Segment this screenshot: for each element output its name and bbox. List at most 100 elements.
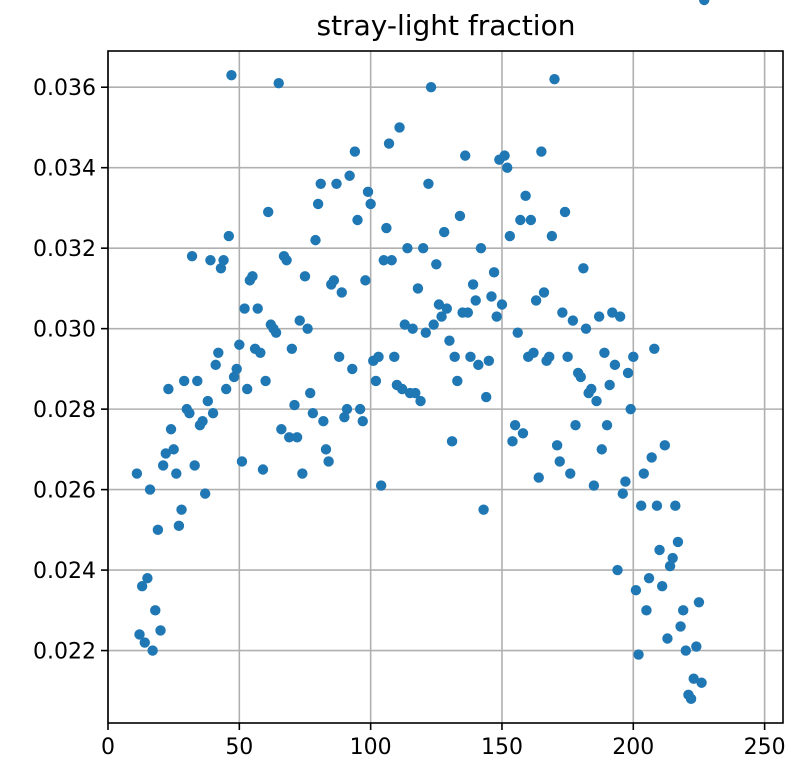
data-point — [202, 395, 214, 407]
x-tick-label: 150 — [481, 735, 523, 760]
y-tick-label: 0.022 — [33, 640, 96, 665]
data-point — [612, 564, 623, 576]
data-point — [651, 500, 663, 511]
data-point — [328, 275, 340, 286]
data-point — [496, 299, 508, 310]
data-point — [354, 403, 366, 415]
data-point — [291, 432, 303, 443]
data-point — [646, 452, 657, 463]
x-tick-label: 50 — [225, 735, 253, 760]
data-point — [199, 488, 211, 499]
data-point — [305, 387, 316, 399]
data-point — [438, 226, 450, 238]
data-point — [620, 476, 631, 487]
data-point — [622, 367, 634, 379]
data-point — [515, 214, 526, 226]
grid-layer — [107, 51, 783, 723]
data-point — [699, 0, 710, 6]
data-point — [672, 536, 684, 548]
data-point — [617, 488, 628, 499]
data-point — [134, 629, 145, 640]
data-point — [638, 468, 649, 479]
data-point — [428, 319, 439, 330]
data-point — [236, 456, 248, 467]
data-point — [178, 375, 190, 387]
data-point — [205, 255, 216, 266]
data-point — [220, 383, 232, 395]
data-point — [664, 560, 676, 572]
data-point — [223, 230, 235, 242]
x-tick-label: 100 — [350, 735, 392, 760]
data-point — [475, 242, 487, 254]
data-point — [693, 597, 705, 608]
data-point — [452, 375, 463, 387]
data-point — [339, 411, 350, 423]
data-point — [260, 375, 271, 387]
x-tick-label: 200 — [612, 735, 654, 760]
data-point — [512, 327, 523, 338]
data-point — [139, 637, 150, 648]
data-point — [357, 416, 368, 427]
data-point — [530, 295, 542, 306]
data-point — [436, 311, 447, 322]
data-point — [307, 407, 319, 419]
data-point — [402, 242, 413, 254]
data-point — [467, 279, 479, 290]
data-point — [263, 206, 274, 218]
data-point — [299, 271, 311, 282]
data-point — [242, 383, 253, 395]
data-point — [142, 572, 153, 584]
data-point — [588, 480, 600, 491]
data-point — [252, 303, 263, 314]
y-tick-label: 0.028 — [33, 398, 96, 423]
y-tick-label: 0.030 — [33, 318, 96, 343]
data-point — [415, 395, 426, 407]
data-point — [210, 359, 221, 371]
data-point — [173, 520, 185, 532]
data-point — [567, 315, 579, 326]
data-point — [696, 677, 707, 688]
data-point — [520, 190, 531, 202]
data-point — [604, 379, 615, 391]
data-point — [659, 440, 671, 451]
data-point — [675, 621, 686, 632]
data-point — [399, 319, 410, 330]
data-point — [331, 178, 342, 189]
data-point — [239, 303, 250, 314]
data-point — [333, 351, 345, 363]
data-point — [643, 572, 655, 584]
data-point — [596, 444, 607, 455]
data-point — [312, 198, 324, 210]
data-point — [213, 347, 224, 358]
data-point — [197, 416, 208, 427]
data-point — [549, 73, 560, 85]
data-point — [641, 605, 652, 616]
data-point — [544, 351, 555, 363]
data-point — [341, 403, 353, 415]
data-point — [281, 255, 292, 266]
data-point — [465, 351, 476, 363]
data-point — [420, 327, 432, 338]
x-axis: 0 50 100 150 200 250 — [101, 723, 786, 760]
data-point — [378, 255, 389, 266]
data-point — [633, 649, 644, 660]
data-point — [486, 291, 497, 302]
data-point — [609, 359, 621, 371]
data-point — [386, 255, 397, 266]
data-point — [554, 456, 565, 467]
data-point — [412, 283, 424, 294]
data-point — [425, 82, 437, 93]
data-point — [565, 468, 576, 479]
data-point — [373, 351, 384, 363]
data-point — [446, 436, 458, 447]
data-point — [491, 311, 502, 322]
data-point — [454, 210, 466, 222]
data-point — [504, 230, 516, 242]
data-point — [528, 347, 539, 358]
plot-frame — [107, 50, 784, 724]
data-point — [218, 255, 229, 266]
data-point — [389, 351, 400, 363]
data-point — [599, 347, 610, 358]
data-point — [680, 645, 692, 656]
data-point — [171, 468, 182, 479]
